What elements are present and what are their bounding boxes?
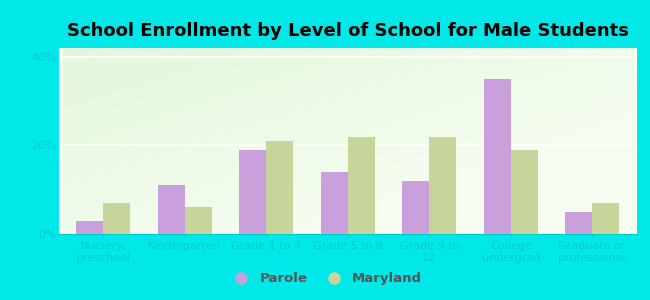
Bar (77, 221, 103, 234)
Bar (185, 207, 212, 234)
Bar (158, 185, 185, 234)
Bar (402, 181, 429, 234)
Bar (566, 212, 592, 234)
Bar (103, 203, 130, 234)
Title: School Enrollment by Level of School for Male Students: School Enrollment by Level of School for… (67, 22, 629, 40)
Bar (592, 203, 619, 234)
Bar (484, 79, 511, 234)
Bar (429, 136, 456, 234)
Bar (511, 150, 538, 234)
Bar (239, 150, 266, 234)
Bar (266, 141, 293, 234)
Bar (348, 136, 374, 234)
Legend: Parole, Maryland: Parole, Maryland (222, 267, 428, 290)
Bar (321, 172, 348, 234)
